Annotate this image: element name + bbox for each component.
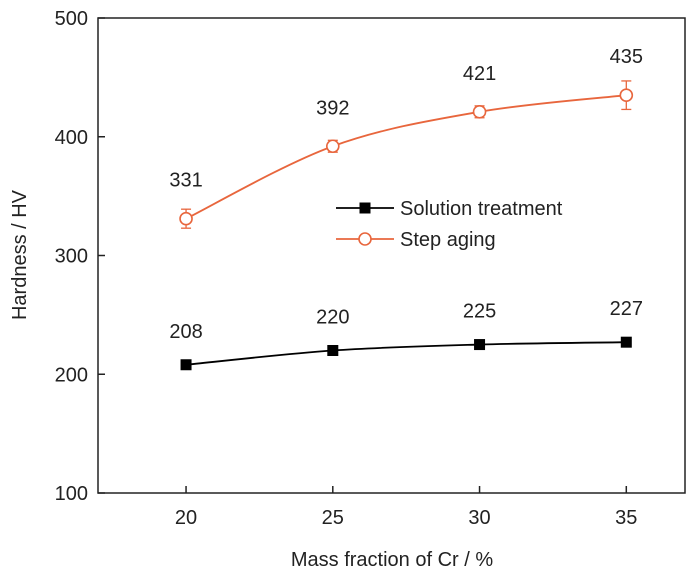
series-solution-treatment: 208 220 225 227 xyxy=(169,298,643,371)
data-point xyxy=(619,88,634,102)
legend-label: Solution treatment xyxy=(400,198,563,220)
data-point xyxy=(474,339,486,351)
data-point xyxy=(179,211,193,226)
plot-area: 100 200 300 400 500 20 25 30 35 208 220 225 227 331 39… xyxy=(55,8,686,529)
x-tick-label: 25 xyxy=(322,507,344,529)
plot-frame xyxy=(97,17,686,494)
data-label: 208 xyxy=(169,321,202,343)
legend-marker xyxy=(358,232,372,246)
y-axis-title: Hardness / HV xyxy=(9,189,31,320)
legend-marker xyxy=(359,202,371,214)
data-point xyxy=(180,359,192,371)
data-point xyxy=(472,105,487,119)
data-label: 227 xyxy=(610,298,643,320)
data-label: 220 xyxy=(316,307,349,329)
data-point xyxy=(325,139,340,154)
x-tick-label: 35 xyxy=(615,507,637,529)
y-tick-label: 500 xyxy=(55,8,88,30)
y-tick-label: 400 xyxy=(55,127,88,149)
data-label: 225 xyxy=(463,301,496,323)
legend: Solution treatment Step aging xyxy=(336,198,563,251)
x-tick-label: 20 xyxy=(175,507,197,529)
x-axis-title: Mass fraction of Cr / % xyxy=(291,549,493,571)
data-point xyxy=(620,336,632,348)
x-tick-label: 30 xyxy=(468,507,490,529)
y-tick-label: 200 xyxy=(55,364,88,386)
series-line xyxy=(185,341,627,366)
data-label: 331 xyxy=(169,170,202,192)
data-label: 421 xyxy=(463,63,496,85)
data-label: 392 xyxy=(316,97,349,119)
data-label: 435 xyxy=(610,46,643,68)
legend-label: Step aging xyxy=(400,229,496,251)
data-point xyxy=(327,345,339,356)
series-step-aging: 331 392 421 435 xyxy=(169,46,643,229)
y-tick-label: 100 xyxy=(55,483,88,505)
series-line xyxy=(185,94,627,220)
y-tick-label: 300 xyxy=(55,246,88,268)
